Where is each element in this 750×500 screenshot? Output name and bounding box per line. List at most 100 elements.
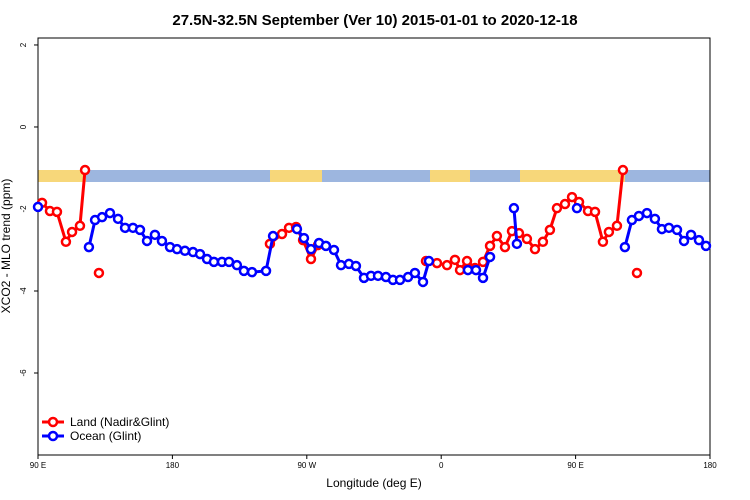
data-point [649,213,661,225]
data-point [491,230,503,242]
data-point [619,241,631,253]
data-point [179,245,191,257]
data-point [79,164,91,176]
data-point [537,236,549,248]
data-point [112,213,124,225]
data-point [571,202,583,214]
data-point [461,255,473,267]
land-ocean-strip [38,170,710,182]
data-point [671,224,683,236]
data-point [260,265,272,277]
data-point [611,220,623,232]
chart-title: 27.5N-32.5N September (Ver 10) 2015-01-0… [172,12,577,29]
land-strip [520,170,625,182]
data-point [350,260,362,272]
data-point [96,211,108,223]
data-point [409,267,421,279]
data-point [559,198,571,210]
x-axis-label: Longitude (deg E) [326,476,421,490]
data-point [685,229,697,241]
data-point [462,264,474,276]
series-line [42,170,637,273]
y-tick-label: -2 [19,205,28,213]
data-point [633,210,645,222]
land-strip [270,170,322,182]
data-point [291,223,303,235]
data-point [693,234,705,246]
data-point [617,164,629,176]
data-point [484,240,496,252]
data-point [134,224,146,236]
data-point [441,259,453,271]
y-tick-label: 0 [19,124,28,129]
data-point [484,251,496,263]
data-point [449,254,461,266]
data-point [66,226,78,238]
data-point [417,276,429,288]
data-point [641,207,653,219]
data-point [477,272,489,284]
data-point [231,259,243,271]
legend-marker [47,416,59,428]
legend-marker [47,430,59,442]
x-tick-label: 90 E [30,461,46,470]
y-axis-label: XCO2 - MLO trend (ppm) [0,179,13,314]
plot-frame [37,37,711,456]
data-point [597,236,609,248]
y-tick-label: -6 [19,369,28,377]
data-point [566,191,578,203]
land-strip [38,170,86,182]
x-tick-label: 90 E [567,461,583,470]
data-point [74,220,86,232]
data-point [551,202,563,214]
data-point [51,206,63,218]
data-point [663,222,675,234]
x-tick-label: 180 [703,461,717,470]
data-point [305,243,317,255]
data-point [238,265,250,277]
data-point [83,241,95,253]
data-point [328,244,340,256]
data-point [104,207,116,219]
data-point [631,267,643,279]
data-point [141,235,153,247]
data-point [431,257,443,269]
data-point [603,226,615,238]
data-point [246,266,258,278]
y-tick-label: 2 [19,42,28,47]
data-point [149,229,161,241]
x-tick-label: 0 [439,461,444,470]
data-point [700,240,712,252]
data-point [32,201,44,213]
data-point [194,248,206,260]
data-point [335,259,347,271]
data-point [208,256,220,268]
x-tick-label: 90 W [297,461,316,470]
data-point [156,235,168,247]
data-point [394,274,406,286]
legend-label: Land (Nadir&Glint) [70,415,169,429]
data-point [678,235,690,247]
data-point [305,253,317,265]
data-point [544,224,556,236]
land-strip [430,170,470,182]
data-point [499,241,511,253]
data-point [298,232,310,244]
data-point [93,267,105,279]
y-tick-label: -4 [19,287,28,295]
data-point [529,243,541,255]
data-point [521,233,533,245]
x-tick-label: 180 [166,461,180,470]
data-point [372,270,384,282]
data-point [511,238,523,250]
series-line [87,208,707,285]
data-point [320,240,332,252]
data-point [470,264,482,276]
data-point [60,236,72,248]
data-point [589,206,601,218]
legend-label: Ocean (Glint) [70,429,141,443]
data-point [267,230,279,242]
data-point [508,202,520,214]
